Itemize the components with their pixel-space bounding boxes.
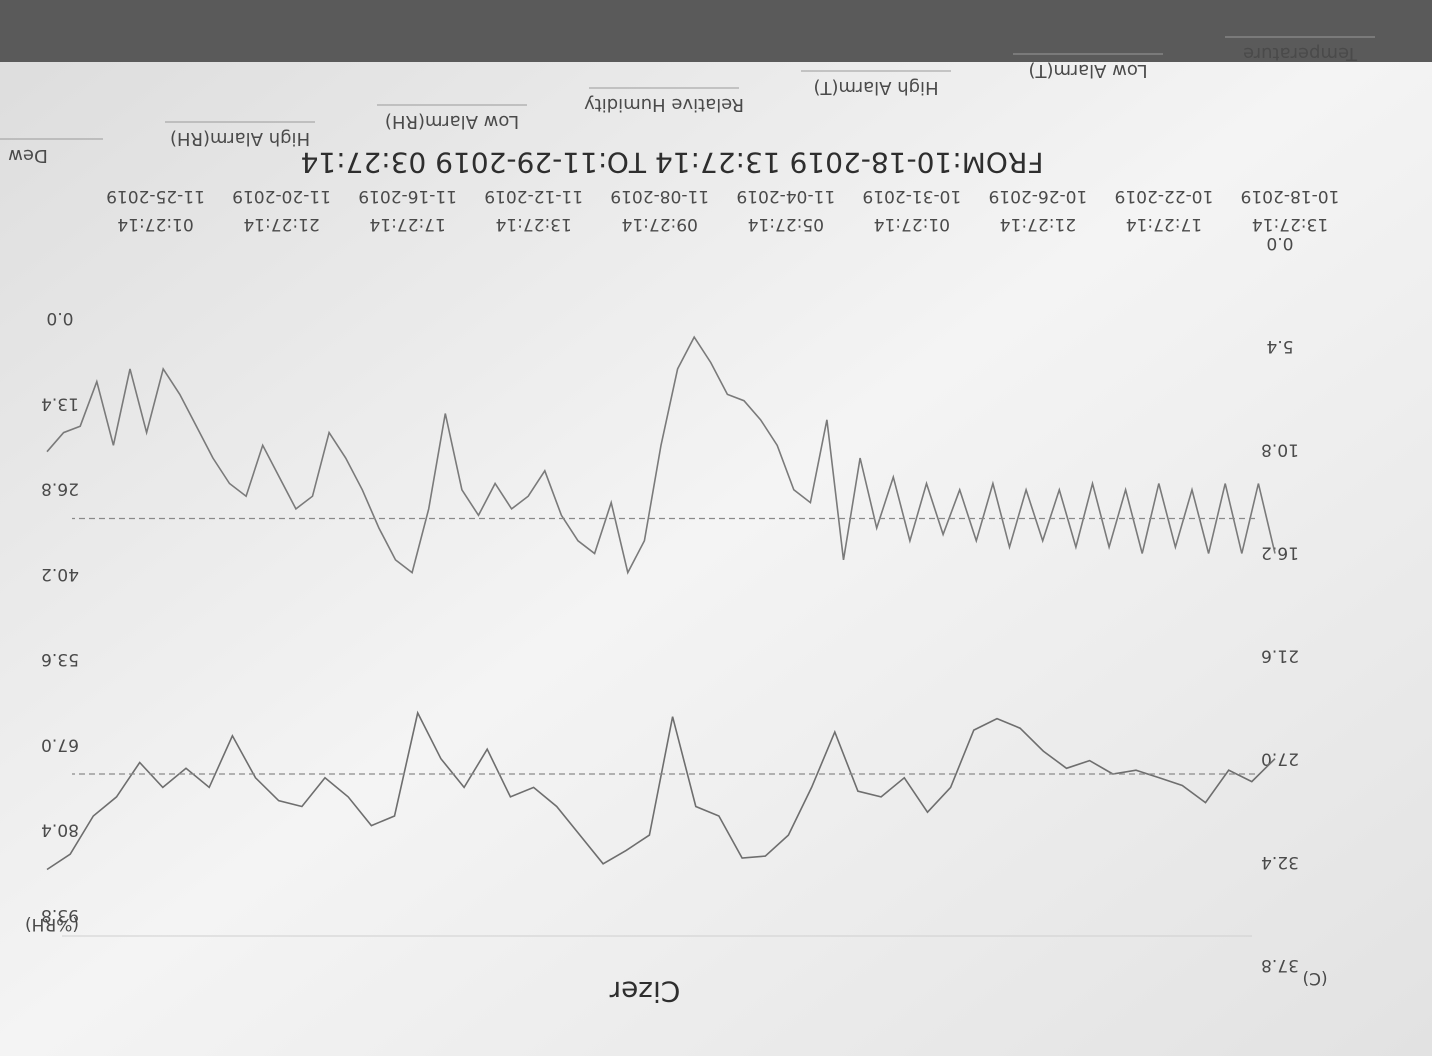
y2-tick-label: 67.0 [41,734,79,754]
y2-tick-label: 26.8 [41,479,79,499]
legend-entry: High Alarm(T) [813,77,938,98]
y2-tick-label: 40.2 [41,564,79,584]
x-tick-date: 11-16-2019 [358,186,457,206]
y-tick-label: 16.2 [1261,542,1299,562]
legend-entry: Dew [8,145,48,166]
y-tick-label: 21.6 [1261,646,1299,666]
y-tick-label: 10.8 [1261,439,1299,459]
legend-entry: High Alarm(RH) [170,128,310,149]
x-tick-date: 11-12-2019 [484,186,583,206]
legend-entry: Temperature [1243,43,1358,64]
y2-tick-label: 93.8 [41,905,79,925]
y2-tick-label: 53.6 [41,649,79,669]
x-tick-date: 10-22-2019 [1115,186,1214,206]
legend-entry: Low Alarm(RH) [385,111,519,132]
y2-tick-label: 80.4 [41,820,79,840]
y-unit: (C) [1302,968,1327,988]
page: {"chart_data": { "type": "line", "title"… [0,0,1432,1056]
x-tick-time: 17:27:14 [1126,214,1202,234]
y2-tick-label: 13.4 [41,393,79,413]
y-tick-label: 37.8 [1261,955,1299,975]
x-tick-time: 21:27:14 [243,214,319,234]
y-tick-label: 0.0 [1266,233,1293,253]
x-tick-date: 11-08-2019 [610,186,709,206]
y2-tick-label: 0.0 [46,308,73,328]
chart-title: Cizer [609,975,680,1008]
x-tick-date: 11-20-2019 [232,186,331,206]
x-tick-date: 11-25-2019 [106,186,205,206]
x-tick-time: 13:27:14 [1252,214,1328,234]
x-tick-time: 05:27:14 [748,214,824,234]
x-tick-time: 09:27:14 [622,214,698,234]
x-tick-time: 01:27:14 [117,214,193,234]
x-tick-date: 10-26-2019 [988,186,1087,206]
date-range: FROM:10-18-2019 13:27:14 TO:11-29-2019 0… [301,146,1044,179]
x-tick-date: 10-18-2019 [1241,186,1340,206]
legend-entry: Low Alarm(T) [1028,60,1147,81]
background-edge [0,0,1432,62]
y-tick-label: 27.0 [1261,749,1299,769]
x-tick-time: 17:27:14 [369,214,445,234]
x-tick-time: 01:27:14 [874,214,950,234]
y-tick-label: 5.4 [1266,336,1293,356]
legend-entry: Relative Humidity [584,94,744,115]
photo: Cizer (C) (%RH) FROM:10-18-2019 13:27:14… [0,0,1432,1056]
x-tick-time: 21:27:14 [1000,214,1076,234]
x-tick-time: 13:27:14 [496,214,572,234]
y-tick-label: 32.4 [1261,852,1299,872]
x-tick-date: 11-04-2019 [736,186,835,206]
x-tick-date: 10-31-2019 [862,186,961,206]
